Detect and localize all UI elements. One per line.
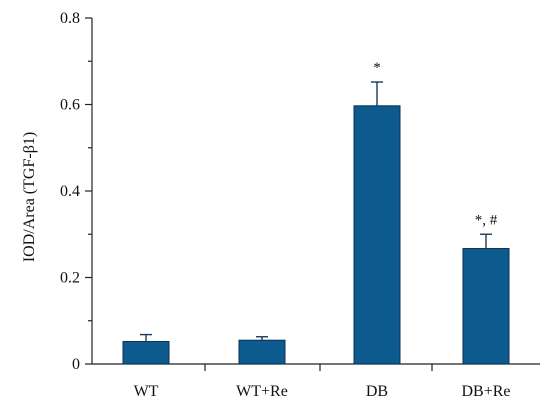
y-axis-label: IOD/Area (TGF-β1) xyxy=(21,132,38,262)
y-tick-label: 0.4 xyxy=(60,183,80,200)
labels-group: 0 0.2 0.4 0.6 0.8 WT WT+Re * DB *, # DB+Re IOD/Area… xyxy=(21,10,511,400)
bar-wt xyxy=(122,341,170,365)
y-tick-label: 0.2 xyxy=(60,270,80,287)
y-tick-label: 0.6 xyxy=(60,97,80,114)
y-tick-label: 0 xyxy=(72,356,80,373)
bar-db-re xyxy=(462,248,510,365)
x-category-label: DB+Re xyxy=(461,383,510,400)
bar-wt-re xyxy=(238,339,286,365)
x-category-label: WT xyxy=(134,383,159,400)
significance-label: * xyxy=(373,60,381,76)
y-tick-label: 0.8 xyxy=(60,10,80,27)
bar-db xyxy=(353,105,401,365)
bars-group xyxy=(122,81,510,365)
significance-label: *, # xyxy=(475,212,498,228)
x-category-label: DB xyxy=(366,383,388,400)
x-category-label: WT+Re xyxy=(236,383,288,400)
